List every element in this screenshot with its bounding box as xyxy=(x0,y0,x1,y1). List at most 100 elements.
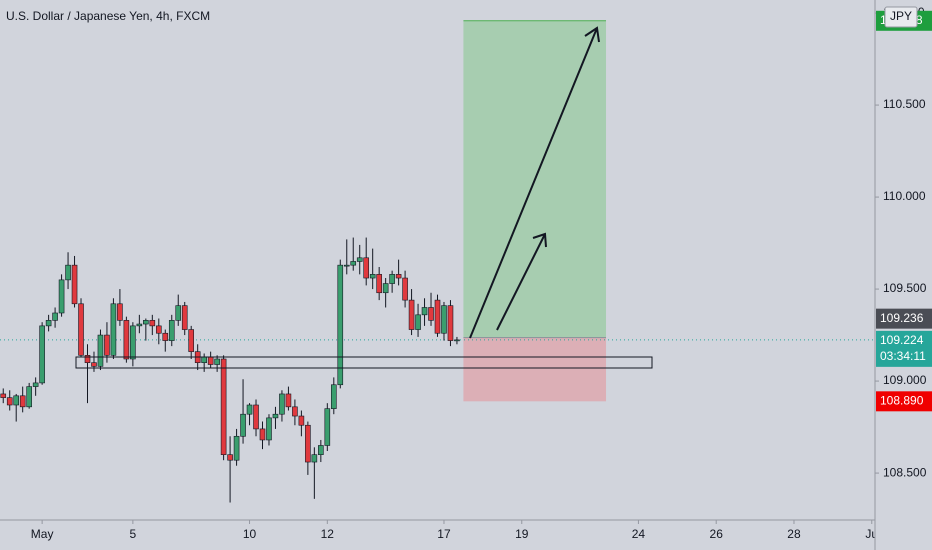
candle-body xyxy=(13,395,20,406)
y-tick-label: 109.000 xyxy=(883,373,927,387)
candle-body xyxy=(279,393,285,415)
arrow xyxy=(469,27,598,339)
chart-title: U.S. Dollar / Japanese Yen, 4h, FXCM xyxy=(6,9,210,23)
candle-body xyxy=(408,299,415,330)
candle-body xyxy=(441,305,447,334)
x-tick-label: 10 xyxy=(243,527,257,541)
candle-body xyxy=(240,413,246,437)
candle-body xyxy=(246,404,253,415)
candle-body xyxy=(188,329,195,352)
entry-label-bg xyxy=(876,308,932,329)
y-tick-label: 110.500 xyxy=(883,97,926,111)
candle-body xyxy=(181,305,188,330)
candle-body xyxy=(292,406,298,417)
candle-body xyxy=(428,307,434,321)
candle-body xyxy=(415,314,421,330)
candle-body xyxy=(343,264,350,267)
countdown: 03:34:11 xyxy=(880,349,926,363)
candle-body xyxy=(175,305,182,321)
candle-body xyxy=(97,334,104,367)
candle-body xyxy=(330,384,337,409)
candle-body xyxy=(162,332,169,341)
x-tick-label: 17 xyxy=(437,527,451,541)
candle-body xyxy=(136,323,143,327)
candle-body xyxy=(207,356,214,365)
candle-body xyxy=(45,320,52,327)
arrows xyxy=(469,26,600,339)
candle-body xyxy=(123,320,130,360)
candle-body xyxy=(318,445,324,455)
candle-body xyxy=(143,320,149,325)
y-tick-label: 109.500 xyxy=(883,281,927,295)
candle-body xyxy=(350,261,357,266)
candle-body xyxy=(285,393,292,408)
candle-body xyxy=(259,428,266,441)
candle-body xyxy=(32,382,39,387)
candle-body xyxy=(324,408,331,446)
arrow xyxy=(496,233,546,331)
candle-body xyxy=(389,274,395,284)
currency-badge-bg xyxy=(884,6,918,28)
y-tick-label: 108.500 xyxy=(883,465,927,479)
x-tick-label: 24 xyxy=(632,527,646,541)
candle-body xyxy=(337,264,344,386)
x-tick-label: May xyxy=(31,527,54,541)
candle-body xyxy=(149,320,156,327)
candle-body xyxy=(220,358,227,455)
candle-body xyxy=(58,279,65,314)
entry-label: 109.236 xyxy=(880,311,924,325)
support-zone xyxy=(75,356,653,369)
y-tick-label: 110.000 xyxy=(883,189,926,203)
candle-body xyxy=(201,356,207,363)
loss-zone xyxy=(463,337,607,402)
candle-body xyxy=(110,303,117,356)
candle-body xyxy=(253,404,259,430)
candle-body xyxy=(155,325,162,334)
candle-body xyxy=(356,257,363,262)
candle-body xyxy=(382,283,389,294)
candle-body xyxy=(454,339,460,342)
candle-body xyxy=(0,393,7,398)
price-axis xyxy=(875,0,932,550)
candle-body xyxy=(130,325,136,360)
candle-body xyxy=(19,395,26,408)
candle-body xyxy=(272,413,279,419)
x-tick-label: 5 xyxy=(130,527,137,541)
candle-body xyxy=(363,257,370,279)
candle-body xyxy=(402,277,408,301)
candle-body xyxy=(84,355,91,363)
x-tick-label: 26 xyxy=(710,527,724,541)
candle-body xyxy=(233,435,240,461)
candle-body xyxy=(91,362,97,367)
candle-body xyxy=(266,417,272,441)
candle-body xyxy=(227,454,233,461)
candle-body xyxy=(71,264,78,305)
last-price-label-bg xyxy=(876,330,932,367)
arrow-head xyxy=(532,232,547,248)
x-tick-label: 12 xyxy=(321,527,335,541)
time-axis xyxy=(0,520,932,550)
candle-body xyxy=(395,274,402,279)
candle-body xyxy=(298,415,305,426)
candle-body xyxy=(78,303,84,356)
candle-body xyxy=(52,312,58,321)
candle-body xyxy=(65,264,71,281)
candle-body xyxy=(214,358,220,365)
candle-body xyxy=(421,307,428,316)
last-price-label: 109.224 xyxy=(880,333,924,347)
x-tick-label: 19 xyxy=(515,527,529,541)
candle-body xyxy=(104,334,110,356)
candle-body xyxy=(434,299,441,334)
candle-body xyxy=(376,274,382,294)
candle-body xyxy=(168,320,175,341)
currency-badge: JPY xyxy=(890,9,912,23)
candle-body xyxy=(39,325,45,384)
candle-body xyxy=(6,397,13,406)
candle-body xyxy=(117,303,123,321)
candle-body xyxy=(369,274,376,279)
stop-label-bg xyxy=(876,391,932,412)
arrow-head xyxy=(584,26,600,43)
